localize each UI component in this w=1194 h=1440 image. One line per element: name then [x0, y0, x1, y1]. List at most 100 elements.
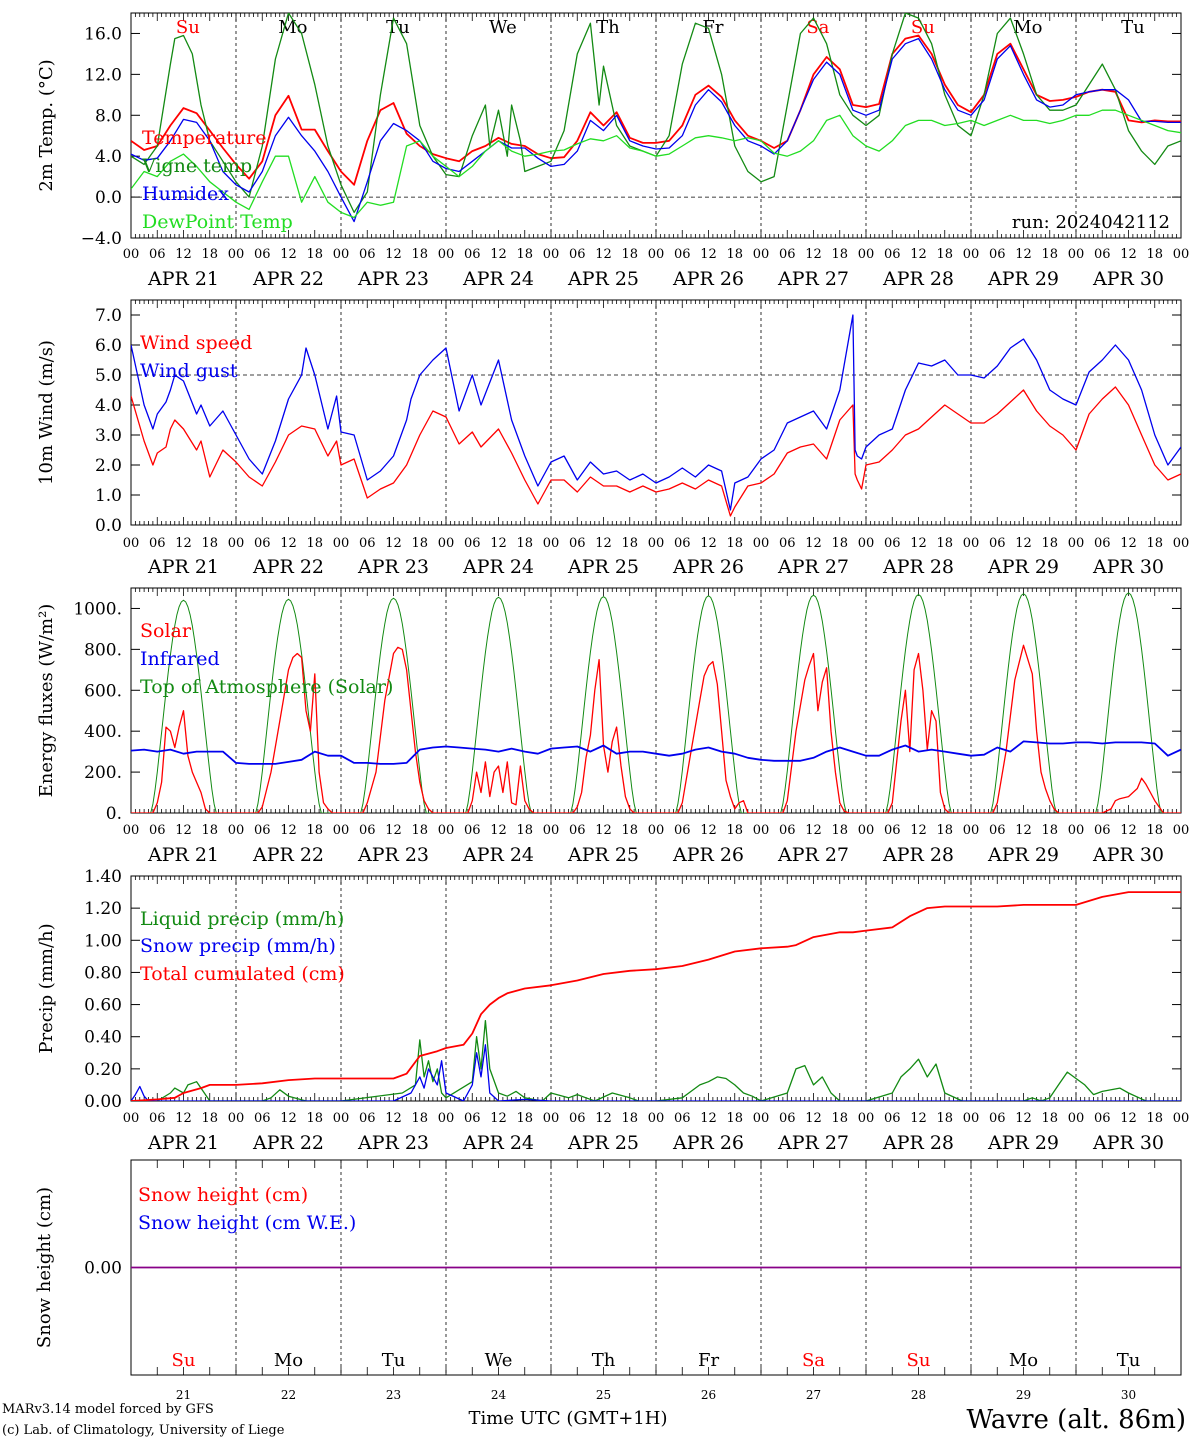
- hour-tick-label: 18: [831, 823, 848, 838]
- hour-tick-label: 12: [700, 247, 717, 262]
- hour-tick-label: 12: [1120, 536, 1137, 551]
- hour-tick-label: 12: [1120, 823, 1137, 838]
- hour-tick-label: 18: [1146, 247, 1163, 262]
- hour-tick-label: 12: [595, 1111, 612, 1126]
- hour-tick-label: 00: [648, 247, 665, 262]
- hour-tick-label: 18: [726, 1111, 743, 1126]
- hour-tick-label: 06: [359, 536, 376, 551]
- date-label: APR 23: [357, 1132, 429, 1154]
- day-label: Mo: [274, 1350, 303, 1371]
- date-label: APR 21: [147, 844, 219, 866]
- y-tick-label: 2.0: [95, 456, 122, 476]
- date-label: APR 28: [882, 268, 954, 290]
- date-label: APR 25: [567, 844, 639, 866]
- hour-tick-label: 18: [201, 247, 218, 262]
- y-tick-label: 1.20: [84, 899, 122, 919]
- date-label: APR 24: [462, 1132, 534, 1154]
- y-axis-label: Precip (mm/h): [36, 923, 57, 1053]
- date-label: APR 25: [567, 1132, 639, 1154]
- hour-tick-label: 06: [674, 823, 691, 838]
- hour-tick-label: 06: [149, 536, 166, 551]
- hour-tick-label: 18: [831, 1111, 848, 1126]
- hour-tick-label: 00: [858, 823, 875, 838]
- hour-tick-label: 12: [1015, 823, 1032, 838]
- hour-tick-label: 06: [569, 823, 586, 838]
- hour-tick-label: 18: [1041, 247, 1058, 262]
- day-label: Mo: [1009, 1350, 1038, 1371]
- panel-4: 0.00 0.20 0.40 0.60 0.80 1.00 1.20 1.40 Precip (…: [36, 867, 1189, 1154]
- hour-tick-label: 00: [1068, 823, 1085, 838]
- hour-tick-label: 18: [726, 536, 743, 551]
- y-tick-label: 3.0: [95, 426, 122, 446]
- date-label: APR 22: [252, 556, 324, 578]
- hour-tick-label: 00: [543, 247, 560, 262]
- hour-tick-label: 12: [175, 1111, 192, 1126]
- panel-5: 0.00 Snow height (cm) Su Mo Tu We Th Fr Sa Su Mo Tu…: [34, 1159, 1182, 1402]
- y-tick-label: 1000.: [73, 599, 122, 619]
- hour-tick-label: 06: [464, 1111, 481, 1126]
- hour-tick-label: 12: [910, 247, 927, 262]
- y-tick-label: 0.40: [84, 1028, 122, 1048]
- date-label: APR 22: [252, 1132, 324, 1154]
- date-label: APR 21: [147, 1132, 219, 1154]
- hour-tick-label: 06: [884, 823, 901, 838]
- hour-tick-label: 18: [411, 1111, 428, 1126]
- hour-tick-label: 06: [1094, 1111, 1111, 1126]
- legend-entry: Vigne temp: [141, 155, 252, 177]
- footer-model: MARv3.14 model forced by GFS: [2, 1402, 214, 1417]
- date-label: APR 26: [672, 268, 744, 290]
- date-label: APR 28: [882, 556, 954, 578]
- date-number: 30: [1121, 1388, 1136, 1402]
- hour-tick-label: 00: [123, 536, 140, 551]
- hour-tick-label: 06: [359, 823, 376, 838]
- hour-tick-label: 00: [1173, 247, 1190, 262]
- y-tick-label: 800.: [84, 640, 122, 660]
- y-tick-label: 8.0: [95, 106, 122, 126]
- hour-tick-label: 06: [464, 536, 481, 551]
- hour-tick-label: 18: [1041, 536, 1058, 551]
- hour-tick-label: 18: [1146, 1111, 1163, 1126]
- hour-tick-label: 00: [333, 536, 350, 551]
- date-label: APR 28: [882, 844, 954, 866]
- hour-tick-label: 06: [674, 1111, 691, 1126]
- date-label: APR 27: [777, 556, 849, 578]
- date-number: 29: [1016, 1388, 1031, 1402]
- hour-tick-label: 18: [201, 536, 218, 551]
- hour-tick-label: 06: [569, 1111, 586, 1126]
- hour-tick-label: 12: [175, 823, 192, 838]
- hour-tick-label: 00: [228, 823, 245, 838]
- hour-tick-label: 00: [963, 1111, 980, 1126]
- hour-tick-label: 00: [438, 1111, 455, 1126]
- hour-tick-label: 06: [779, 1111, 796, 1126]
- day-label: Th: [596, 17, 620, 38]
- date-label: APR 24: [462, 556, 534, 578]
- hour-tick-label: 18: [1146, 536, 1163, 551]
- hour-tick-label: 06: [359, 1111, 376, 1126]
- y-tick-label: 4.0: [95, 396, 122, 416]
- hour-tick-label: 00: [753, 247, 770, 262]
- hour-tick-label: 18: [831, 536, 848, 551]
- hour-tick-label: 18: [936, 1111, 953, 1126]
- series-group: [131, 891, 1181, 1101]
- panels: −4.0 0.0 4.0 8.0 12.0 16.0 2m Temp. (°C) 00 06 12…: [34, 12, 1190, 1402]
- hour-tick-label: 00: [1173, 1111, 1190, 1126]
- hour-tick-label: 18: [621, 823, 638, 838]
- date-number: 26: [701, 1388, 716, 1402]
- hour-tick-label: 06: [989, 247, 1006, 262]
- y-tick-label: 4.0: [95, 147, 122, 167]
- legend-entry: DewPoint Temp: [142, 211, 293, 233]
- hour-tick-label: 06: [149, 247, 166, 262]
- hour-tick-label: 06: [1094, 823, 1111, 838]
- hour-tick-label: 18: [411, 247, 428, 262]
- y-tick-label: 0.20: [84, 1060, 122, 1080]
- date-label: APR 23: [357, 268, 429, 290]
- hour-tick-label: 12: [910, 536, 927, 551]
- day-label: We: [485, 1350, 513, 1371]
- date-label: APR 21: [147, 268, 219, 290]
- y-tick-label: 7.0: [95, 306, 122, 326]
- date-label: APR 25: [567, 556, 639, 578]
- hour-tick-label: 00: [438, 536, 455, 551]
- date-label: APR 23: [357, 844, 429, 866]
